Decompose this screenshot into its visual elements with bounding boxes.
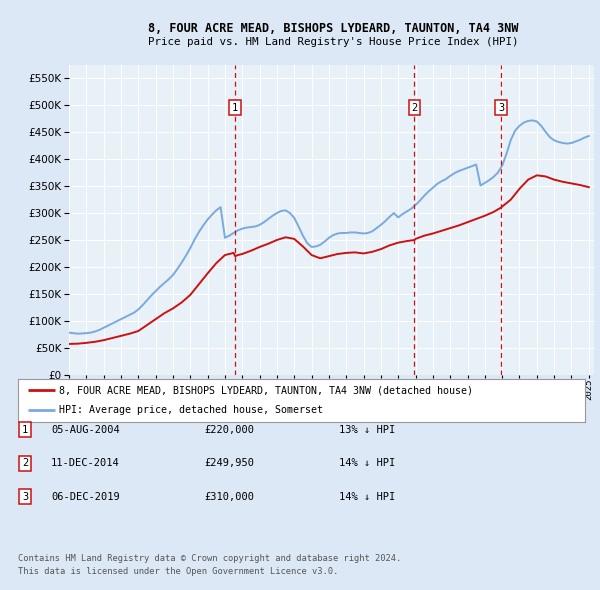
Text: 14% ↓ HPI: 14% ↓ HPI (339, 492, 395, 502)
Text: £310,000: £310,000 (204, 492, 254, 502)
Text: 14% ↓ HPI: 14% ↓ HPI (339, 458, 395, 468)
Text: 1: 1 (22, 425, 28, 434)
Text: 3: 3 (22, 492, 28, 502)
Text: 13% ↓ HPI: 13% ↓ HPI (339, 425, 395, 434)
Text: This data is licensed under the Open Government Licence v3.0.: This data is licensed under the Open Gov… (18, 566, 338, 576)
Text: Contains HM Land Registry data © Crown copyright and database right 2024.: Contains HM Land Registry data © Crown c… (18, 553, 401, 563)
Text: 8, FOUR ACRE MEAD, BISHOPS LYDEARD, TAUNTON, TA4 3NW (detached house): 8, FOUR ACRE MEAD, BISHOPS LYDEARD, TAUN… (59, 385, 473, 395)
Text: £220,000: £220,000 (204, 425, 254, 434)
Text: 11-DEC-2014: 11-DEC-2014 (51, 458, 120, 468)
Text: 3: 3 (498, 103, 504, 113)
Text: 2: 2 (412, 103, 418, 113)
Text: 8, FOUR ACRE MEAD, BISHOPS LYDEARD, TAUNTON, TA4 3NW: 8, FOUR ACRE MEAD, BISHOPS LYDEARD, TAUN… (148, 22, 518, 35)
Text: Price paid vs. HM Land Registry's House Price Index (HPI): Price paid vs. HM Land Registry's House … (148, 38, 518, 47)
Text: 2: 2 (22, 458, 28, 468)
Text: 1: 1 (232, 103, 238, 113)
Text: 06-DEC-2019: 06-DEC-2019 (51, 492, 120, 502)
Text: £249,950: £249,950 (204, 458, 254, 468)
Text: HPI: Average price, detached house, Somerset: HPI: Average price, detached house, Some… (59, 405, 323, 415)
Text: 05-AUG-2004: 05-AUG-2004 (51, 425, 120, 434)
